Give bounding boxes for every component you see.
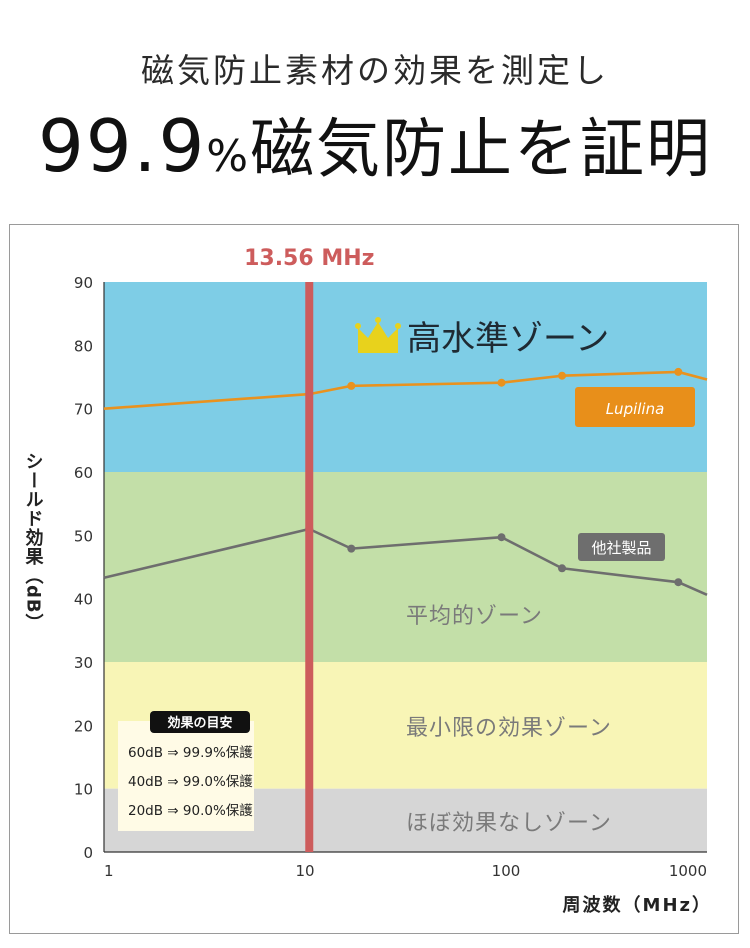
x-tick-label: 100: [492, 862, 521, 880]
zone-band-0: [104, 282, 707, 472]
y-tick-label: 10: [74, 781, 93, 799]
y-tick-label: 50: [74, 527, 93, 545]
y-tick-label: 40: [74, 591, 93, 609]
y-tick-label: 80: [74, 337, 93, 355]
competitor-badge-text: 他社製品: [591, 539, 651, 557]
heading-line-2: 99.9%磁気防止を証明: [0, 98, 750, 190]
zone-label-high: 高水準ゾーン: [407, 319, 609, 359]
heading-percent: %: [206, 131, 251, 182]
series-0-point: [674, 367, 683, 376]
x-tick-label: 1000: [669, 862, 707, 880]
series-0-point: [558, 371, 567, 380]
series-1-point: [674, 578, 683, 587]
guide-box: 効果の目安 60dB ⇒ 99.9%保護 40dB ⇒ 99.0%保護 20dB ⇒ …: [118, 711, 254, 831]
zone-label-average: 平均的ゾーン: [406, 604, 543, 629]
series-0-point: [497, 378, 506, 387]
frequency-marker: 13.56 MHz: [244, 246, 374, 852]
guide-box-bg: [118, 721, 254, 831]
series-0-point: [347, 381, 356, 390]
axes: 0 10 20 30 40 50 60 70 80 90 1 10 100 1000 周波数（MHz） シール…: [23, 274, 712, 916]
series-1-point: [558, 564, 567, 573]
x-tick-label: 1: [104, 862, 114, 880]
brand-logo-badge: [575, 387, 695, 427]
heading-number: 99.9: [37, 104, 207, 188]
chart-frame: [9, 224, 739, 934]
guide-box-row: 40dB ⇒ 99.0%保護: [128, 774, 253, 790]
x-axis-title: 周波数（MHz）: [563, 894, 712, 916]
legend-badges: Lupilina 他社製品: [575, 387, 695, 561]
crown-icon: [355, 317, 401, 353]
y-tick-label: 0: [83, 844, 93, 862]
marker-label: 13.56 MHz: [244, 246, 374, 271]
competitor-badge: [578, 533, 665, 561]
y-axis-title: シールド効果（dB）: [23, 452, 45, 633]
heading-claim: 磁気防止を証明: [250, 113, 713, 187]
marker-line: [305, 282, 314, 852]
guide-box-title-bg: [150, 711, 250, 733]
brand-logo-text: Lupilina: [606, 400, 665, 418]
y-tick-label: 90: [74, 274, 93, 292]
y-tick-label: 60: [74, 464, 93, 482]
x-tick-label: 10: [295, 862, 314, 880]
y-tick-label: 30: [74, 654, 93, 672]
zone-label-none: ほぼ効果なしゾーン: [406, 811, 612, 836]
guide-box-row: 20dB ⇒ 90.0%保護: [128, 803, 253, 819]
y-tick-label: 70: [74, 401, 93, 419]
series-1-point: [347, 544, 356, 553]
series-1-point: [497, 533, 506, 542]
guide-box-row: 60dB ⇒ 99.9%保護: [128, 745, 253, 761]
zone-band-1: [104, 472, 707, 662]
y-tick-label: 20: [74, 717, 93, 735]
heading-line-1: 磁気防止素材の効果を測定し: [141, 51, 609, 90]
guide-box-title: 効果の目安: [167, 715, 232, 731]
zone-label-minimal: 最小限の効果ゾーン: [406, 716, 612, 741]
